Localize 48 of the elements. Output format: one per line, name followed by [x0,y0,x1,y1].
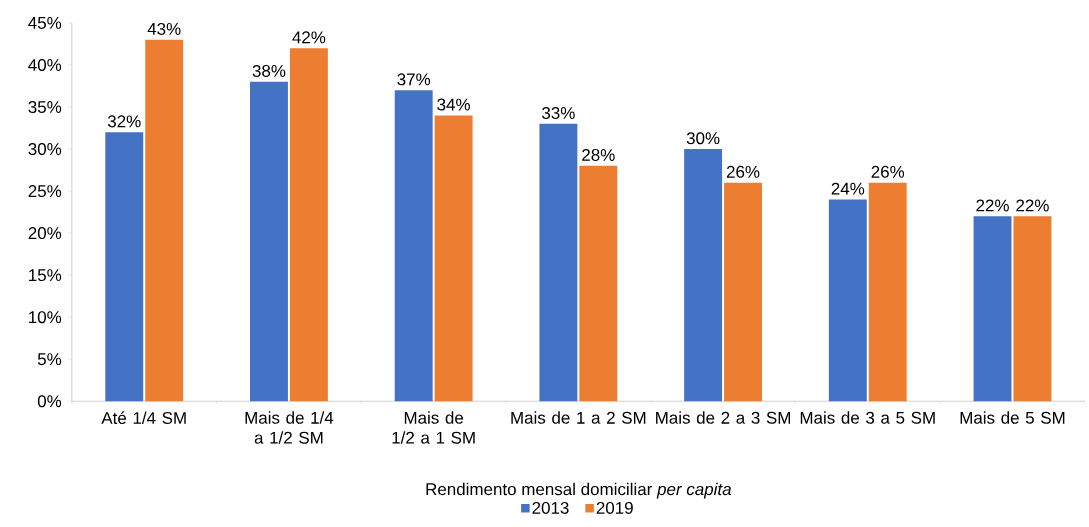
bar [828,199,867,402]
x-tick-label: Mais de 2 a 3 SM [656,411,791,424]
x-tick-label: Mais de 5 SM [960,411,1065,424]
bar [145,39,184,402]
x-tick-label: Mais de 1/4 a 1/2 SM [245,411,334,444]
bar [250,81,288,402]
y-tick-label: 35% [28,101,62,114]
bar [579,165,618,402]
x-tick-label: Mais de 1/2 a 1 SM [392,411,475,444]
x-tick-label: Até 1/4 SM [101,411,186,425]
legend-label: 2013 [532,501,569,514]
y-tick-label: 0% [37,395,62,408]
bar [684,149,723,402]
data-label: 26% [726,165,760,178]
bar [973,216,1012,402]
legend-label: 2019 [596,501,633,514]
x-tick-label: Mais de 1 a 2 SM [511,411,646,424]
x-axis-title: Rendimento mensal domiciliar per capita [426,482,731,499]
y-tick-label: 40% [28,58,62,71]
data-label: 43% [147,22,181,35]
bar [289,48,328,402]
bar [1013,216,1052,402]
data-label: 42% [292,31,326,44]
y-tick-label: 5% [37,353,62,366]
data-label: 22% [976,199,1009,212]
data-label: 37% [397,73,431,86]
data-label: 26% [871,165,905,178]
data-label: 32% [107,115,141,128]
bar [724,182,762,402]
y-tick-label: 10% [29,311,62,324]
y-tick-label: 45% [28,16,62,29]
bar [539,123,578,402]
bar [394,90,433,402]
data-label: 34% [437,98,470,111]
bar [868,182,907,402]
data-label: 28% [582,148,615,162]
y-tick-label: 15% [29,269,62,282]
y-tick-label: 30% [28,143,62,156]
bar [105,132,144,402]
data-label: 33% [542,106,575,119]
data-label: 24% [831,182,865,195]
data-label: 30% [686,132,720,145]
data-label: 22% [1016,199,1049,212]
y-tick-label: 20% [28,227,62,240]
y-tick-label: 25% [28,185,62,198]
x-tick-label: Mais de 3 a 5 SM [800,411,935,424]
bar [434,115,473,402]
data-label: 38% [252,64,286,77]
